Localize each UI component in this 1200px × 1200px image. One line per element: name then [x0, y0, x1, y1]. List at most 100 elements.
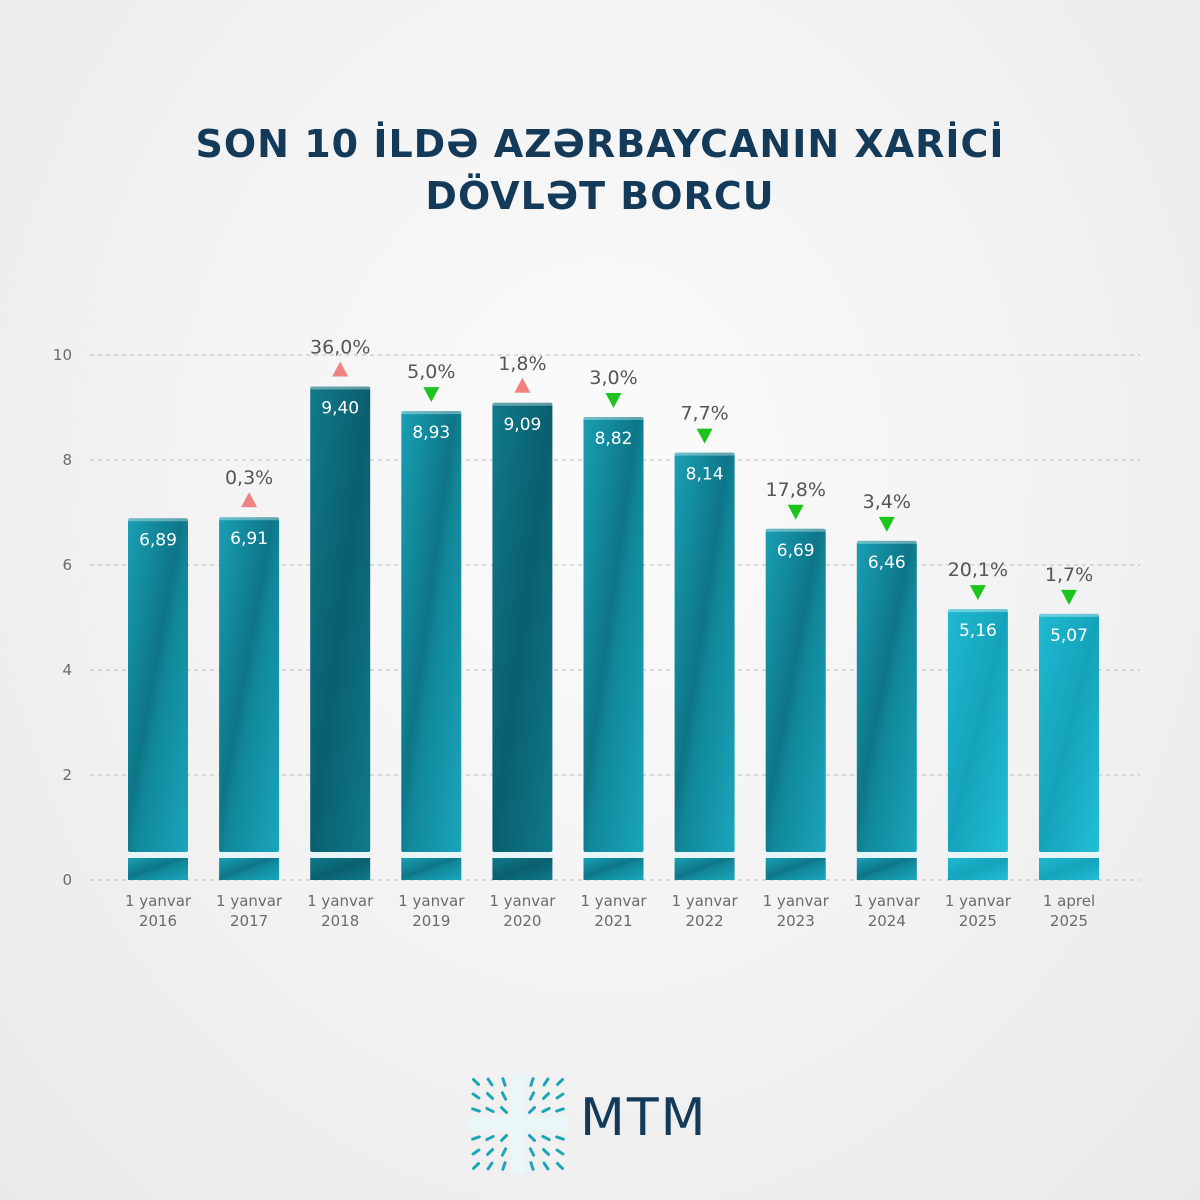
- y-tick-label: 6: [62, 556, 72, 574]
- bar-base: [947, 858, 1008, 880]
- bar-value-label: 9,40: [321, 399, 359, 419]
- change-percent-label: 0,3%: [225, 467, 273, 489]
- logo-dash: [528, 1147, 536, 1157]
- bar-highlight: [856, 540, 917, 544]
- y-tick-label: 0: [62, 871, 72, 889]
- change-down-arrow-icon: [605, 392, 622, 408]
- bar: [1039, 613, 1099, 852]
- bar-highlight: [674, 452, 735, 456]
- logo-dash: [541, 1134, 551, 1142]
- bar-value-label: 6,91: [230, 529, 268, 549]
- change-down-arrow-icon: [878, 516, 895, 532]
- logo-dash: [486, 1092, 494, 1100]
- logo-dash: [486, 1161, 494, 1171]
- bar-base: [401, 858, 462, 880]
- change-percent-label: 5,0%: [407, 361, 455, 383]
- bar: [128, 518, 188, 852]
- logo-dash: [529, 1161, 535, 1171]
- bar-highlight: [310, 386, 371, 390]
- bar: [765, 528, 826, 852]
- bar-chart: 0 2 4 6 8 10 6,89 1 yanvar 2016 6,91 0,3% 1 yanvar…: [53, 337, 1140, 930]
- bar-gap: [583, 852, 644, 858]
- x-tick-label-line1: 1 yanvar: [945, 892, 1012, 910]
- bar-base: [856, 858, 917, 880]
- logo-dash: [555, 1107, 565, 1113]
- bar: [947, 609, 1008, 852]
- bar-highlight: [765, 528, 826, 532]
- logo-dash: [500, 1134, 508, 1142]
- brand-name: MTM: [580, 1088, 708, 1148]
- logo-dash: [500, 1106, 508, 1114]
- logo-dash: [501, 1077, 507, 1087]
- y-tick-label: 10: [53, 346, 72, 364]
- bar-base: [1039, 858, 1099, 880]
- bar-gap: [128, 852, 188, 858]
- x-tick-label-line2: 2024: [868, 912, 906, 930]
- bar-value-label: 6,89: [139, 530, 177, 550]
- bar-value-label: 8,93: [412, 423, 450, 443]
- bar-base: [310, 858, 371, 880]
- logo-dash: [555, 1135, 565, 1141]
- logo-dash: [529, 1077, 535, 1087]
- logo-dash: [472, 1162, 480, 1170]
- y-tick-label: 2: [62, 766, 72, 784]
- logo-cross-horizontal: [468, 1117, 568, 1131]
- x-tick-label-line1: 1 yanvar: [307, 892, 374, 910]
- bar: [401, 411, 462, 852]
- logo-dash: [471, 1135, 481, 1141]
- x-tick-label-line2: 2019: [412, 912, 450, 930]
- bar-base: [492, 858, 553, 880]
- logo-dash: [556, 1078, 564, 1086]
- x-tick-label-line2: 2018: [321, 912, 359, 930]
- bar-highlight: [492, 402, 553, 406]
- x-tick-label-line1: 1 yanvar: [398, 892, 465, 910]
- change-down-arrow-icon: [787, 504, 804, 520]
- bar-value-label: 5,16: [959, 621, 997, 641]
- bar-gap: [1039, 852, 1099, 858]
- bar: [583, 416, 644, 852]
- logo-dash: [471, 1092, 481, 1100]
- change-percent-label: 3,4%: [863, 491, 911, 513]
- logo-dash: [471, 1148, 481, 1156]
- change-percent-label: 20,1%: [948, 559, 1008, 581]
- x-tick-label-line1: 1 yanvar: [125, 892, 192, 910]
- bar-highlight: [947, 609, 1008, 613]
- change-percent-label: 7,7%: [680, 403, 728, 425]
- x-tick-label-line1: 1 yanvar: [854, 892, 921, 910]
- change-down-arrow-icon: [969, 585, 986, 601]
- x-tick-label-line2: 2022: [686, 912, 724, 930]
- x-tick-label-line1: 1 yanvar: [580, 892, 647, 910]
- change-up-arrow-icon: [514, 377, 531, 393]
- logo-dash: [472, 1078, 480, 1086]
- bar-base: [674, 858, 735, 880]
- bar-gap: [856, 852, 917, 858]
- bar: [492, 402, 553, 852]
- logo-dash: [541, 1106, 551, 1114]
- x-tick-label-line1: 1 aprel: [1043, 892, 1095, 910]
- y-tick-label: 8: [62, 451, 72, 469]
- change-percent-label: 3,0%: [589, 367, 637, 389]
- logo-dash: [485, 1106, 495, 1114]
- bar-value-label: 6,69: [777, 541, 815, 561]
- logo-dash: [542, 1148, 550, 1156]
- bar-gap: [674, 852, 735, 858]
- x-tick-label-line1: 1 yanvar: [489, 892, 556, 910]
- x-tick-label-line2: 2023: [777, 912, 815, 930]
- x-tick-label-line2: 2021: [594, 912, 632, 930]
- bar-gap: [765, 852, 826, 858]
- logo-dash: [555, 1092, 565, 1100]
- logo-dash: [500, 1147, 508, 1157]
- logo-dash: [486, 1148, 494, 1156]
- chart-title: SON 10 İLDƏ AZƏRBAYCANIN XARİCİ DÖVLƏT B…: [0, 118, 1200, 222]
- change-up-arrow-icon: [241, 492, 258, 508]
- bar-value-label: 6,46: [868, 553, 906, 573]
- bar-base: [765, 858, 826, 880]
- bar: [310, 386, 371, 852]
- bar-value-label: 9,09: [503, 415, 541, 435]
- logo-dash: [486, 1077, 494, 1087]
- logo-dash: [501, 1161, 507, 1171]
- bar-value-label: 8,14: [686, 465, 724, 485]
- bar-highlight: [219, 517, 280, 521]
- logo-dash: [485, 1134, 495, 1142]
- change-percent-label: 36,0%: [310, 337, 370, 359]
